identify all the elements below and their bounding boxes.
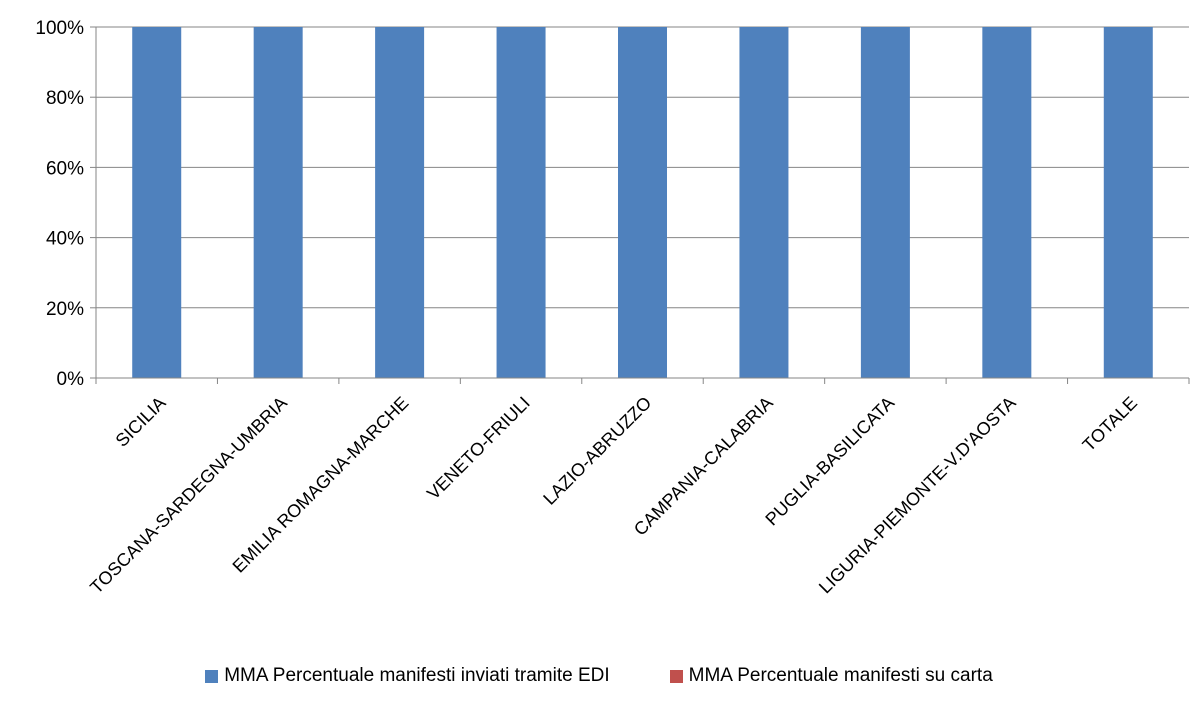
x-tick-label: LIGURIA-PIEMONTE-V.D'AOSTA (815, 393, 1020, 598)
bar-edi (132, 27, 182, 378)
x-tick-label: TOSCANA-SARDEGNA-UMBRIA (86, 393, 291, 598)
bar-edi (860, 27, 910, 378)
x-tick-label: LAZIO-ABRUZZO (539, 393, 655, 509)
bar-edi (496, 27, 546, 378)
y-tick-label: 20% (46, 299, 84, 320)
x-tick-label: VENETO-FRIULI (423, 393, 534, 504)
y-tick-label: 100% (35, 18, 84, 39)
bar-edi (982, 27, 1032, 378)
y-tick-label: 60% (46, 158, 84, 179)
y-tick-labels: 0% 20% 40% 60% 80% 100% (35, 18, 84, 390)
y-tick-label: 40% (46, 229, 84, 250)
legend-label-carta: MMA Percentuale manifesti su carta (688, 665, 993, 686)
bar-edi (253, 27, 303, 378)
y-tick-label: 80% (46, 88, 84, 109)
x-tick-label: TOTALE (1079, 393, 1141, 455)
bar-edi (375, 27, 425, 378)
legend-label-edi: MMA Percentuale manifesti inviati tramit… (224, 665, 610, 686)
bar-edi (739, 27, 789, 378)
x-tick-label: CAMPANIA-CALABRIA (630, 393, 777, 540)
legend-item-carta: MMA Percentuale manifesti su carta (669, 665, 993, 687)
y-tick-label: 0% (57, 369, 85, 390)
x-tick-label: PUGLIA-BASILICATA (761, 393, 898, 530)
axes (95, 27, 1190, 384)
legend-swatch-edi (205, 669, 219, 683)
legend-swatch-carta (669, 669, 683, 683)
bar-edi (1103, 27, 1153, 378)
bar-edi (618, 27, 667, 378)
x-tick-label: SICILIA (112, 393, 170, 451)
legend: MMA Percentuale manifesti inviati tramit… (0, 665, 1198, 687)
bars (132, 27, 1153, 378)
legend-item-edi: MMA Percentuale manifesti inviati tramit… (205, 665, 610, 687)
